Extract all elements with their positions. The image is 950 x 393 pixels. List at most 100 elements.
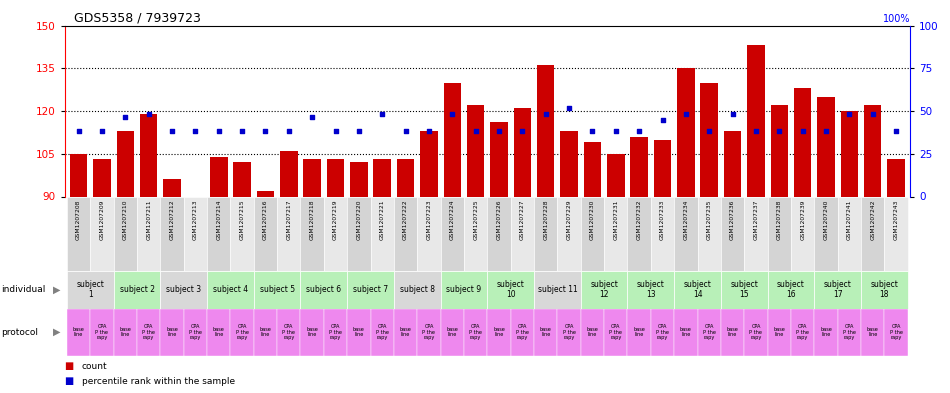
Bar xyxy=(770,105,788,196)
Bar xyxy=(234,162,251,196)
Text: GSM1207239: GSM1207239 xyxy=(800,200,806,240)
Text: GSM1207229: GSM1207229 xyxy=(566,200,572,240)
Text: GSM1207240: GSM1207240 xyxy=(824,200,828,240)
Bar xyxy=(441,271,487,309)
Bar xyxy=(628,196,651,271)
Bar xyxy=(303,160,321,196)
Bar xyxy=(137,309,161,356)
Text: base
line: base line xyxy=(259,327,272,337)
Bar xyxy=(256,191,275,196)
Bar xyxy=(370,309,394,356)
Bar xyxy=(861,196,884,271)
Text: GSM1207214: GSM1207214 xyxy=(217,200,221,240)
Point xyxy=(725,111,740,117)
Text: subject 2: subject 2 xyxy=(120,285,155,294)
Bar xyxy=(93,160,111,196)
Point xyxy=(538,111,553,117)
Bar xyxy=(697,309,721,356)
Text: CPA
P the
rapy: CPA P the rapy xyxy=(703,324,715,340)
Text: GSM1207242: GSM1207242 xyxy=(870,200,875,240)
Bar xyxy=(791,309,814,356)
Text: CPA
P the
rapy: CPA P the rapy xyxy=(376,324,389,340)
Text: GSM1207238: GSM1207238 xyxy=(777,200,782,240)
Text: subject
1: subject 1 xyxy=(76,281,104,299)
Text: base
line: base line xyxy=(773,327,786,337)
Bar xyxy=(370,196,394,271)
Bar xyxy=(373,160,391,196)
Point xyxy=(561,105,577,111)
Bar xyxy=(66,196,90,271)
Bar xyxy=(90,309,114,356)
Text: CPA
P the
rapy: CPA P the rapy xyxy=(750,324,763,340)
Point xyxy=(94,128,109,134)
Bar xyxy=(580,196,604,271)
Bar xyxy=(394,271,441,309)
Text: GSM1207230: GSM1207230 xyxy=(590,200,595,240)
Bar xyxy=(490,122,508,196)
Bar xyxy=(231,309,254,356)
Bar xyxy=(183,196,207,271)
Text: subject 11: subject 11 xyxy=(538,285,578,294)
Bar xyxy=(417,196,441,271)
Text: GSM1207216: GSM1207216 xyxy=(263,200,268,240)
Bar xyxy=(210,156,227,196)
Bar xyxy=(724,131,741,196)
Point xyxy=(328,128,343,134)
Bar xyxy=(324,309,347,356)
Text: GSM1207223: GSM1207223 xyxy=(427,200,431,240)
Bar xyxy=(66,271,114,309)
Bar xyxy=(721,271,768,309)
Point xyxy=(468,128,484,134)
Bar xyxy=(207,309,231,356)
Text: ▶: ▶ xyxy=(53,285,61,295)
Bar xyxy=(887,160,904,196)
Bar xyxy=(300,196,324,271)
Bar xyxy=(537,65,555,196)
Bar xyxy=(721,309,744,356)
Bar xyxy=(207,271,254,309)
Text: subject
17: subject 17 xyxy=(824,281,851,299)
Text: 100%: 100% xyxy=(883,14,910,24)
Bar xyxy=(884,309,908,356)
Bar xyxy=(677,68,694,196)
Text: GSM1207209: GSM1207209 xyxy=(100,200,104,240)
Bar xyxy=(161,271,207,309)
Bar xyxy=(464,196,487,271)
Bar xyxy=(441,309,464,356)
Bar xyxy=(817,97,835,196)
Bar xyxy=(768,309,791,356)
Text: CPA
P the
rapy: CPA P the rapy xyxy=(843,324,856,340)
Bar xyxy=(651,196,674,271)
Bar xyxy=(768,196,791,271)
Bar xyxy=(420,131,438,196)
Text: CPA
P the
rapy: CPA P the rapy xyxy=(329,324,342,340)
Bar xyxy=(231,196,254,271)
Bar xyxy=(697,196,721,271)
Bar xyxy=(441,196,464,271)
Text: base
line: base line xyxy=(586,327,598,337)
Text: base
line: base line xyxy=(166,327,178,337)
Text: GSM1207225: GSM1207225 xyxy=(473,200,478,240)
Bar xyxy=(721,196,744,271)
Text: GSM1207233: GSM1207233 xyxy=(660,200,665,240)
Text: GSM1207227: GSM1207227 xyxy=(520,200,525,240)
Text: GSM1207222: GSM1207222 xyxy=(403,200,408,240)
Point xyxy=(655,116,670,123)
Bar xyxy=(558,309,580,356)
Bar xyxy=(604,196,628,271)
Bar xyxy=(651,309,674,356)
Text: GSM1207243: GSM1207243 xyxy=(894,200,899,240)
Point xyxy=(749,128,764,134)
Bar xyxy=(90,196,114,271)
Bar xyxy=(397,160,414,196)
Bar xyxy=(884,196,908,271)
Text: subject
16: subject 16 xyxy=(777,281,805,299)
Bar xyxy=(277,196,300,271)
Text: GSM1207219: GSM1207219 xyxy=(333,200,338,240)
Text: base
line: base line xyxy=(820,327,832,337)
Text: ■: ■ xyxy=(65,376,74,386)
Bar xyxy=(254,309,277,356)
Text: base
line: base line xyxy=(120,327,131,337)
Bar xyxy=(487,309,511,356)
Text: subject
12: subject 12 xyxy=(590,281,618,299)
